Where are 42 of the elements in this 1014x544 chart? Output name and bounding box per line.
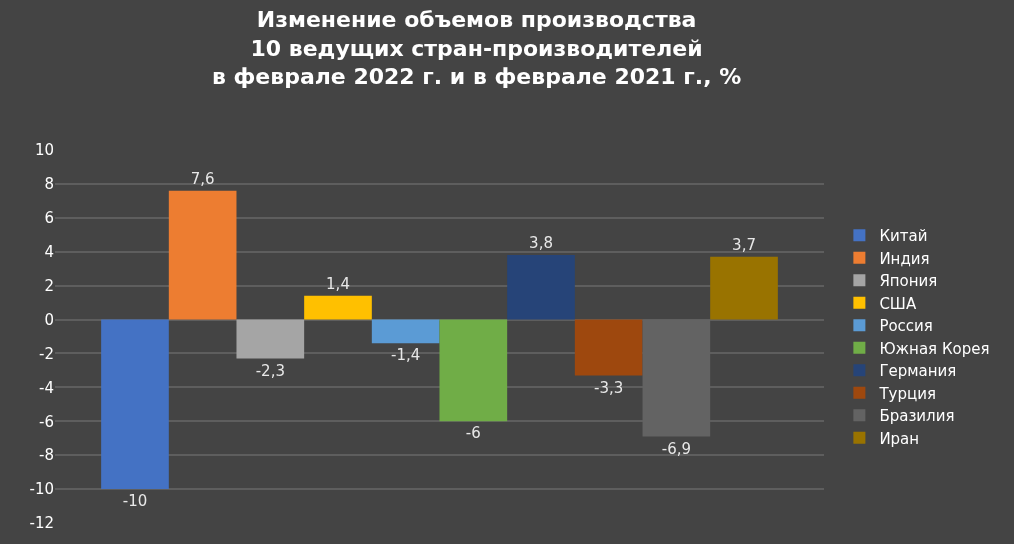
legend-label: Индия xyxy=(879,249,930,268)
data-label: 3,8 xyxy=(529,234,553,253)
data-label: -3,3 xyxy=(594,378,624,397)
data-label: -6 xyxy=(465,424,481,443)
y-tick-label: 6 xyxy=(44,209,54,228)
bar xyxy=(710,256,778,320)
legend-label: Россия xyxy=(879,317,933,336)
legend-label: Турция xyxy=(878,384,936,403)
y-tick-label: 10 xyxy=(34,141,54,160)
bar xyxy=(168,190,237,320)
chart-title: Изменение объемов производства 10 ведущих стран-производителей в феврале 2022 г. и в феврале 2021 г., % xyxy=(211,7,742,90)
data-label: -1,4 xyxy=(391,346,421,365)
legend-label: Южная Корея xyxy=(879,339,990,358)
legend-label: Бразилия xyxy=(879,407,955,426)
legend-label: США xyxy=(879,294,917,313)
y-tick-label: -2 xyxy=(39,344,54,363)
bar xyxy=(304,295,372,320)
data-label: -2,3 xyxy=(255,361,285,380)
y-tick-label: -12 xyxy=(29,514,54,533)
y-tick-label: -8 xyxy=(39,446,54,465)
legend-label: Германия xyxy=(879,362,957,381)
legend-label: Иран xyxy=(879,429,920,448)
y-tick-label: -10 xyxy=(29,480,54,499)
bar xyxy=(101,319,169,490)
data-label: 3,7 xyxy=(732,235,756,254)
data-label: 1,4 xyxy=(326,274,350,293)
bar xyxy=(574,319,643,376)
bar xyxy=(439,319,508,422)
y-tick-label: -4 xyxy=(39,378,54,397)
legend-label: Китай xyxy=(879,227,928,246)
bar xyxy=(371,319,440,344)
legend-label: Япония xyxy=(879,272,938,291)
data-label: -10 xyxy=(122,492,148,511)
y-tick-label: 4 xyxy=(44,242,54,261)
y-tick-label: 2 xyxy=(44,276,54,295)
y-tick-label: 0 xyxy=(44,310,54,329)
y-tick-label: 8 xyxy=(44,175,54,194)
data-label: -6,9 xyxy=(661,439,691,458)
bar xyxy=(236,319,305,359)
y-tick-label: -6 xyxy=(39,412,54,431)
bar xyxy=(507,255,575,320)
data-label: 7,6 xyxy=(190,169,215,188)
